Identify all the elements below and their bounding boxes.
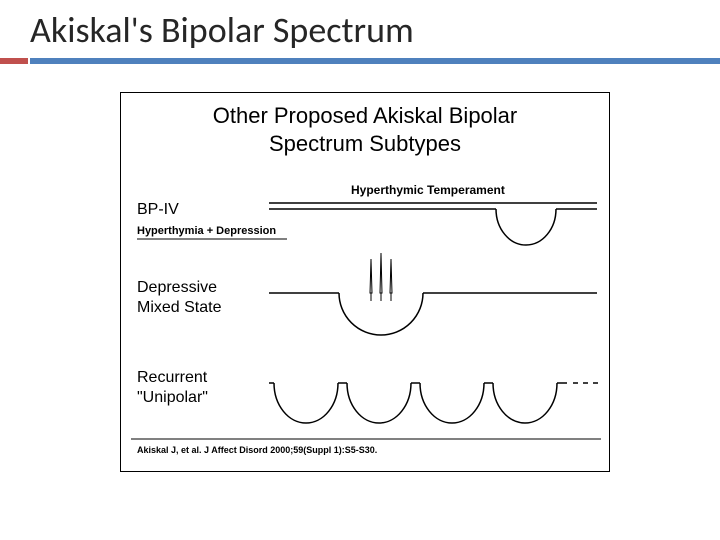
figure-diagram bbox=[121, 93, 611, 473]
title-underline-blue bbox=[30, 58, 720, 64]
slide-title: Akiskal's Bipolar Spectrum bbox=[30, 8, 414, 52]
title-underline-red bbox=[0, 58, 28, 64]
slide: Akiskal's Bipolar Spectrum Other Propose… bbox=[0, 0, 720, 540]
citation-text: Akiskal J, et al. J Affect Disord 2000;5… bbox=[137, 445, 377, 455]
figure-box: Other Proposed Akiskal Bipolar Spectrum … bbox=[120, 92, 610, 472]
title-underline bbox=[0, 58, 720, 64]
